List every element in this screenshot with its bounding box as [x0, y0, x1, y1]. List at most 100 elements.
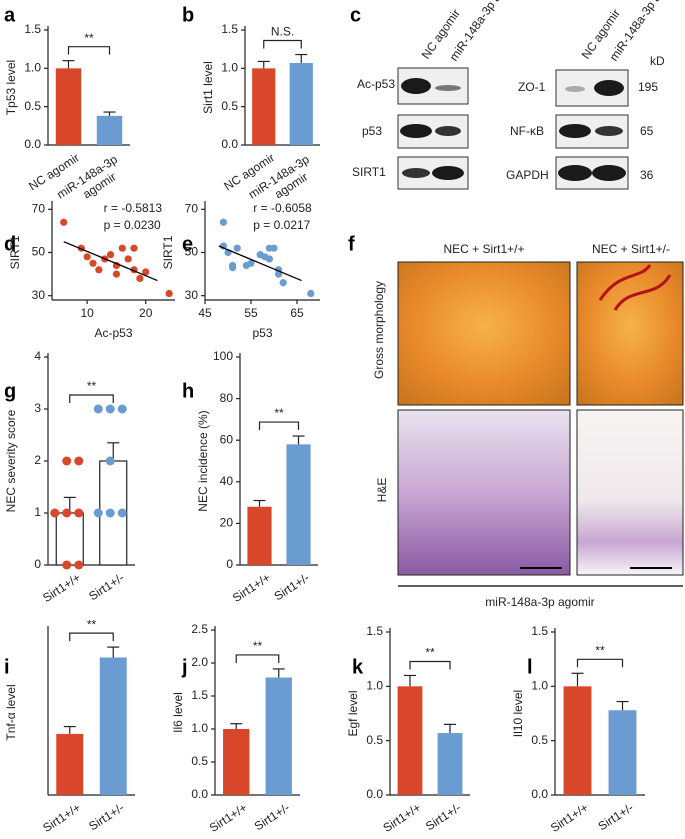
data-point [265, 255, 273, 263]
blot-column: miR-148a-3p agomir [447, 0, 521, 64]
y-axis-label: Il6 level [171, 692, 185, 733]
bar [563, 686, 592, 795]
x-tick-label: Sirt1+/- [86, 570, 126, 603]
x-tick-label: Sirt1+/+ [207, 800, 250, 834]
y-tick-label: 30 [185, 288, 199, 302]
x-tick-label: Sirt1+/- [252, 800, 292, 833]
trend-line [63, 241, 158, 282]
kd-value: 36 [640, 168, 654, 182]
significance-label: ** [87, 379, 97, 393]
bar [289, 62, 313, 145]
x-tick-label: 45 [198, 306, 212, 320]
y-tick-label: 0.5 [531, 733, 548, 747]
kd-value: 195 [638, 80, 658, 94]
image-column: NEC + Sirt1+/- [592, 242, 670, 256]
data-point [229, 261, 237, 270]
data-point [60, 218, 68, 226]
significance-label: ** [595, 643, 605, 657]
data-point [105, 404, 115, 414]
x-tick-label: 65 [290, 306, 304, 320]
data-point [165, 289, 173, 298]
y-tick-label: 70 [185, 201, 199, 215]
data-point [105, 508, 115, 518]
bar [55, 68, 82, 145]
x-axis-label: Ac-p53 [94, 326, 132, 340]
data-point [307, 289, 315, 298]
panel-label: a [4, 4, 16, 26]
y-tick-label: 4 [34, 349, 41, 363]
blot-row: ZO-1 [518, 80, 546, 94]
panel-label: e [182, 233, 193, 255]
significance-bracket [263, 39, 302, 49]
y-tick-label: 80 [220, 391, 234, 405]
y-tick-label: 40 [220, 474, 234, 488]
panel-label: g [4, 380, 16, 402]
data-point [74, 508, 84, 518]
data-point [118, 244, 126, 252]
data-point [106, 251, 115, 259]
y-tick-label: 0.5 [221, 99, 238, 113]
y-axis-label: NEC severity score [4, 409, 18, 512]
y-tick-label: 0.5 [24, 99, 41, 113]
data-point [247, 259, 255, 267]
significance-bracket [409, 660, 451, 670]
significance-bracket [258, 421, 300, 431]
western-blot: c NC agomir miR-148a-3p agomir NC agomir… [350, 0, 681, 190]
y-tick-label: 0.0 [531, 787, 548, 801]
x-tick-label: Sirt1+/+ [230, 570, 273, 605]
y-tick-label: 0.0 [191, 787, 208, 801]
x-tick-label: Sirt1+/- [86, 800, 126, 833]
y-tick-label: 1.0 [191, 721, 208, 735]
y-tick-label: 100 [213, 349, 233, 363]
panel-label: k [352, 656, 364, 678]
y-tick-label: 1.5 [24, 22, 41, 36]
y-tick-label: 1.5 [221, 22, 238, 36]
data-point [50, 508, 60, 518]
annotation: r = -0.6058 [253, 201, 312, 215]
y-tick-label: 0.0 [24, 137, 41, 151]
blot-row: p53 [362, 124, 382, 138]
bar [55, 512, 84, 566]
x-tick-label: 10 [80, 306, 94, 320]
data-point [62, 560, 72, 570]
blot-row: SIRT1 [352, 165, 386, 179]
data-point [124, 255, 132, 263]
annotation: r = -0.5813 [104, 201, 163, 215]
y-tick-label: 1.0 [24, 61, 41, 75]
he-image [397, 409, 571, 576]
significance-label: ** [425, 646, 435, 660]
x-axis-label: p53 [252, 326, 272, 340]
significance-label: N.S. [271, 25, 294, 39]
x-tick-label: Sirt1+/- [596, 800, 636, 833]
y-tick-label: 0.5 [366, 733, 383, 747]
annotation: p = 0.0217 [253, 218, 310, 232]
y-tick-label: 1 [34, 505, 41, 519]
x-tick-label: Sirt1+/- [423, 800, 463, 833]
data-point [74, 456, 84, 466]
data-point [233, 244, 241, 252]
panel-label: d [4, 233, 16, 255]
bar [397, 686, 423, 795]
panel-label: i [4, 656, 10, 678]
image-column: NEC + Sirt1+/+ [443, 242, 524, 256]
y-tick-label: 2.5 [191, 622, 208, 636]
data-point [112, 270, 121, 278]
significance-bracket [235, 654, 280, 663]
x-tick-label: Sirt1+/+ [548, 800, 591, 834]
y-tick-label: 0.0 [221, 137, 238, 151]
y-tick-label: 1.0 [366, 679, 383, 693]
bar [265, 677, 292, 795]
data-point [95, 266, 103, 274]
y-tick-label: 2 [34, 453, 41, 467]
bar [96, 115, 123, 145]
bar [252, 68, 276, 145]
y-tick-label: 0.5 [191, 754, 208, 768]
x-tick-label: 55 [244, 306, 258, 320]
bar [223, 729, 250, 795]
bar [286, 444, 311, 565]
panel-label: h [182, 380, 194, 402]
data-point [62, 456, 72, 466]
y-axis-label: Tp53 level [4, 60, 18, 115]
data-point [117, 508, 127, 518]
